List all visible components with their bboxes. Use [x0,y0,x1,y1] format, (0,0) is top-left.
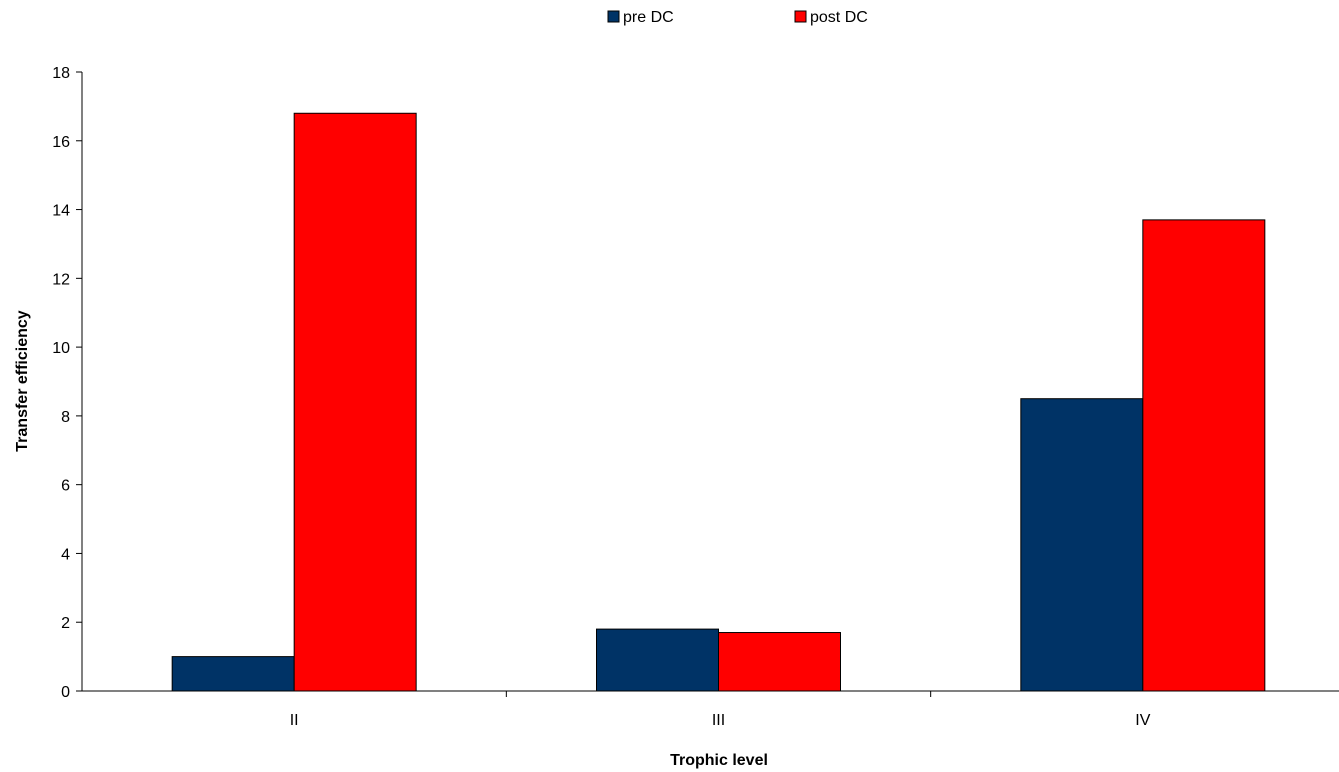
bar-post-dc-III [718,632,841,692]
y-ticks: 0 2 4 6 8 10 12 14 16 18 [52,65,82,701]
y-tick-label: 4 [61,546,70,563]
y-tick-label: 2 [61,615,70,632]
y-tick-label: 18 [52,65,70,82]
bar-post-dc-IV [1142,219,1266,692]
legend-swatch-post-dc [794,10,807,23]
y-tick-label: 12 [52,271,70,288]
y-tick-label: 0 [61,684,70,701]
x-axis-title: Trophic level [670,752,768,769]
y-tick-label: 6 [61,478,70,495]
x-tick-label: IV [1135,712,1150,729]
y-tick-label: 10 [52,340,70,357]
bars-group [171,112,1266,692]
x-tick-label: II [290,712,299,729]
bar-pre-dc-II [171,656,295,692]
x-tick-label: III [712,712,725,729]
legend-label-post-dc: post DC [810,9,868,26]
y-tick-label: 16 [52,134,70,151]
bar-pre-dc-III [596,628,719,692]
bar-post-dc-II [293,112,417,692]
y-axis-title: Transfer efficiency [14,310,31,452]
y-tick-label: 14 [52,203,70,220]
legend-label-pre-dc: pre DC [623,9,674,26]
legend: pre DC post DC [607,9,868,26]
axes-group [81,72,1339,692]
legend-swatch-pre-dc [607,10,620,23]
y-tick-label: 8 [61,409,70,426]
x-ticks: II III IV [290,691,1151,729]
bar-pre-dc-IV [1020,398,1144,692]
legend-item-pre-dc: pre DC [607,9,674,26]
legend-item-post-dc: post DC [794,9,868,26]
